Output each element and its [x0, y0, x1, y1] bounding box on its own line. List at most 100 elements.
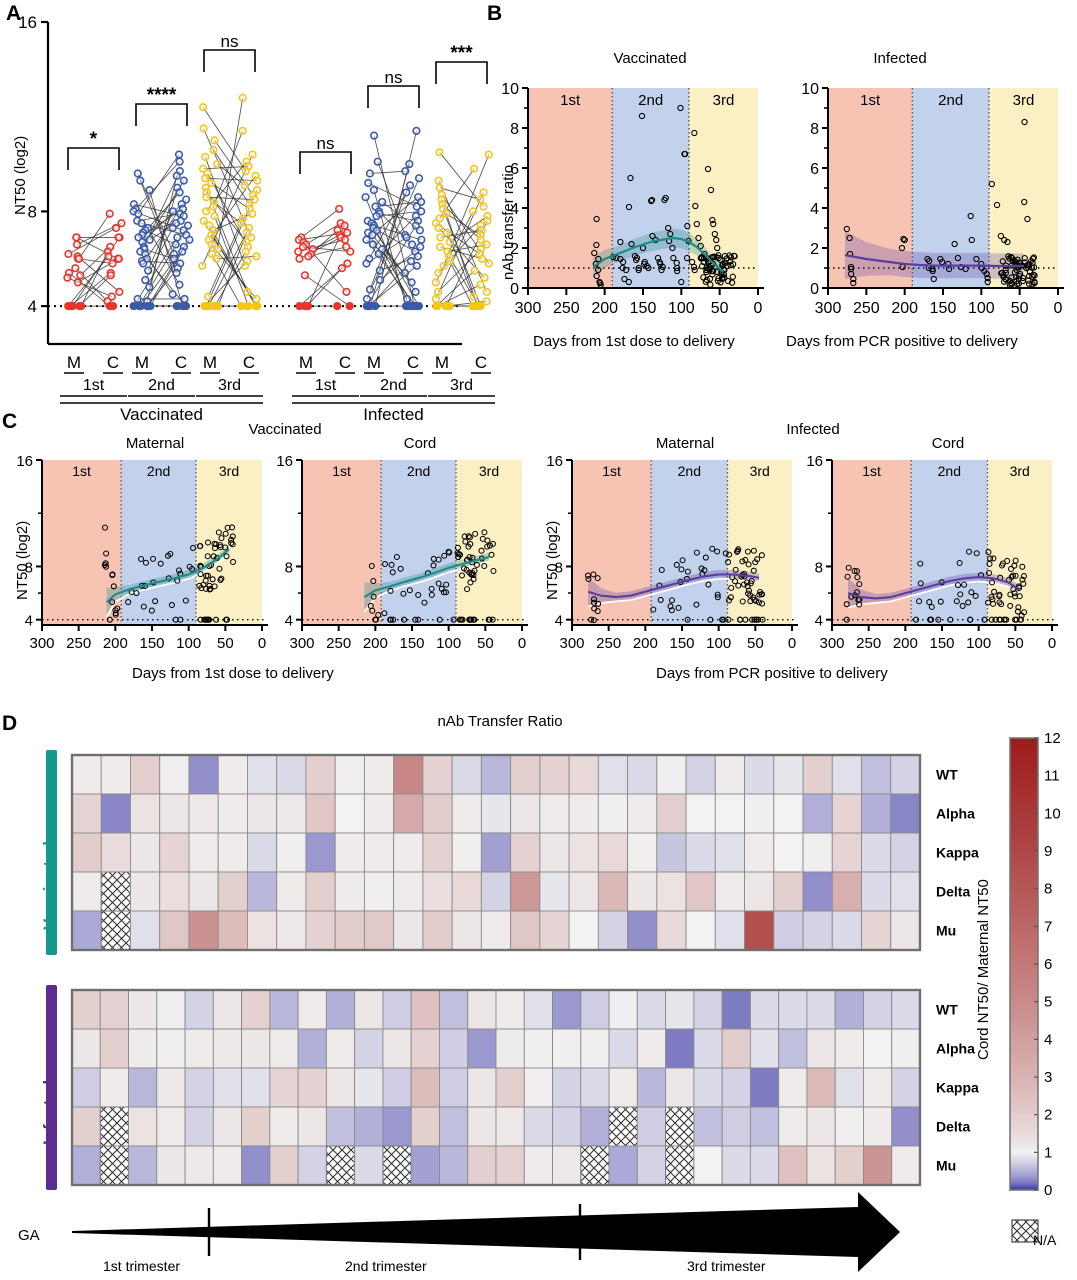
svg-text:6: 6: [510, 161, 519, 178]
svg-text:M: M: [67, 353, 81, 372]
panel-c-plot: 1st 2nd 3rd 16 8 4 300 250 200 150 100 50 0 1st 2nd 3rd…: [16, 453, 1058, 652]
svg-text:WT: WT: [936, 1002, 958, 1018]
svg-text:250: 250: [66, 635, 91, 652]
svg-text:300: 300: [559, 635, 584, 652]
trimester-label-3: 3rd trimester: [687, 1258, 766, 1274]
svg-text:0: 0: [1048, 635, 1056, 652]
svg-text:0: 0: [510, 281, 519, 298]
svg-text:2: 2: [1044, 1107, 1052, 1124]
svg-text:Alpha: Alpha: [936, 1041, 975, 1057]
svg-text:3rd: 3rd: [450, 377, 473, 394]
svg-text:1st: 1st: [332, 463, 351, 479]
svg-text:C: C: [107, 353, 119, 372]
svg-text:8: 8: [1044, 881, 1052, 898]
svg-text:50: 50: [711, 300, 729, 317]
panel-c-letter: C: [2, 410, 18, 433]
svg-text:Infected: Infected: [363, 405, 424, 424]
svg-text:M: M: [435, 353, 449, 372]
svg-text:8: 8: [555, 559, 563, 576]
panel-c-xlabel-right: Days from PCR positive to delivery: [656, 665, 888, 682]
panel-b-subplot2-xlabel: Days from PCR positive to delivery: [786, 333, 1018, 350]
svg-text:4: 4: [815, 613, 823, 630]
svg-text:4: 4: [810, 201, 819, 218]
svg-text:2: 2: [510, 241, 519, 258]
svg-text:4: 4: [25, 613, 33, 630]
svg-text:300: 300: [515, 300, 542, 317]
svg-text:8: 8: [285, 559, 293, 576]
svg-text:0: 0: [1044, 1182, 1052, 1199]
svg-text:4: 4: [28, 297, 37, 316]
svg-text:3rd: 3rd: [1010, 463, 1030, 479]
svg-text:ns: ns: [317, 134, 335, 153]
svg-text:16: 16: [546, 453, 563, 470]
svg-text:8: 8: [815, 559, 823, 576]
svg-text:0: 0: [810, 281, 819, 298]
svg-text:0: 0: [258, 635, 266, 652]
svg-text:0: 0: [754, 300, 763, 317]
svg-text:300: 300: [819, 635, 844, 652]
svg-text:200: 200: [891, 300, 918, 317]
svg-text:300: 300: [289, 635, 314, 652]
svg-text:3rd: 3rd: [713, 92, 735, 109]
ga-label: GA: [18, 1227, 40, 1244]
panel-b-letter: B: [487, 2, 503, 25]
svg-text:150: 150: [399, 635, 424, 652]
panel-d-title: nAb Transfer Ratio: [437, 713, 563, 730]
panel-a-letter: A: [6, 2, 22, 25]
svg-text:250: 250: [853, 300, 880, 317]
svg-text:50: 50: [217, 635, 234, 652]
svg-text:16: 16: [16, 453, 33, 470]
svg-text:250: 250: [326, 635, 351, 652]
svg-text:C: C: [475, 353, 487, 372]
svg-text:0: 0: [518, 635, 526, 652]
trimester-label-2: 2nd trimester: [345, 1258, 427, 1274]
svg-text:3: 3: [1044, 1069, 1052, 1086]
svg-text:1st: 1st: [315, 377, 337, 394]
svg-text:16: 16: [806, 453, 823, 470]
svg-text:4: 4: [1044, 1031, 1052, 1048]
svg-text:ns: ns: [221, 32, 239, 51]
panel-c-sub2-title: Cord: [403, 435, 437, 452]
svg-text:1st: 1st: [560, 92, 581, 109]
panel-c-sub4-title: Cord: [931, 435, 965, 452]
panel-c-cohort1-title: Vaccinated: [248, 421, 322, 438]
svg-text:0: 0: [1054, 300, 1063, 317]
panel-d-letter: D: [2, 712, 18, 735]
svg-text:Alpha: Alpha: [936, 806, 975, 822]
svg-text:1st: 1st: [83, 377, 105, 394]
svg-text:10: 10: [501, 81, 519, 98]
svg-text:150: 150: [669, 635, 694, 652]
svg-text:100: 100: [436, 635, 461, 652]
svg-text:Kappa: Kappa: [936, 1080, 979, 1096]
svg-text:250: 250: [553, 300, 580, 317]
svg-text:50: 50: [1011, 300, 1029, 317]
svg-text:100: 100: [176, 635, 201, 652]
svg-text:250: 250: [856, 635, 881, 652]
svg-text:ns: ns: [385, 68, 403, 87]
svg-text:8: 8: [28, 202, 37, 221]
svg-text:Kappa: Kappa: [936, 845, 979, 861]
svg-text:100: 100: [668, 300, 695, 317]
panel-c-cohort2-title: Infected: [786, 421, 840, 438]
svg-text:50: 50: [1007, 635, 1024, 652]
svg-text:Mu: Mu: [936, 1158, 956, 1174]
svg-text:200: 200: [633, 635, 658, 652]
svg-text:2: 2: [810, 241, 819, 258]
svg-text:6: 6: [1044, 956, 1052, 973]
svg-text:150: 150: [929, 635, 954, 652]
svg-text:1: 1: [1044, 1144, 1052, 1161]
svg-text:8: 8: [810, 121, 819, 138]
svg-text:8: 8: [25, 559, 33, 576]
svg-text:200: 200: [103, 635, 128, 652]
svg-text:C: C: [243, 353, 255, 372]
svg-text:4: 4: [510, 201, 519, 218]
svg-text:200: 200: [363, 635, 388, 652]
svg-text:2nd: 2nd: [407, 463, 430, 479]
svg-text:100: 100: [966, 635, 991, 652]
svg-text:Delta: Delta: [936, 884, 970, 900]
svg-text:16: 16: [276, 453, 293, 470]
svg-text:200: 200: [591, 300, 618, 317]
svg-text:M: M: [299, 353, 313, 372]
svg-text:2nd: 2nd: [678, 463, 701, 479]
trimester-label-1: 1st trimester: [103, 1258, 181, 1274]
